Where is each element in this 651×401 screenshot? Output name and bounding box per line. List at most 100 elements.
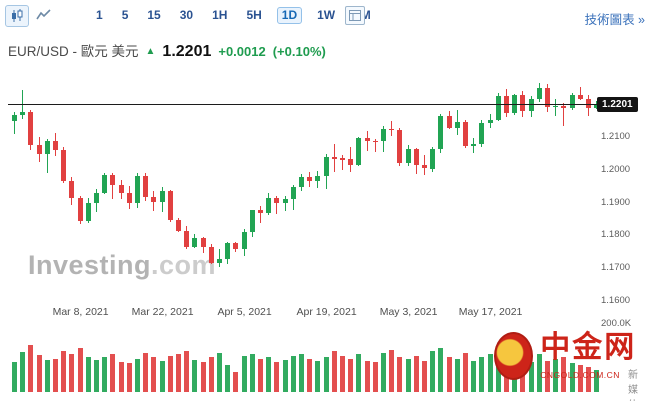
volume-bar [274,362,280,392]
volume-axis-label: 200.0K [601,318,632,329]
volume-bar [397,357,403,392]
volume-bar [77,347,83,392]
candle-body [290,186,296,200]
candle-body [340,158,345,160]
candle-wick [219,248,220,267]
volume-bar [126,362,132,392]
candle-body [315,175,321,181]
candle-body [36,145,42,155]
candle-wick [276,195,278,214]
volume-bar [200,362,206,392]
candle-body [258,210,263,214]
timeframe-15[interactable]: 15 [147,8,161,22]
watermark-suffix: .com [151,250,217,280]
volume-bar [536,354,542,392]
candle-body [192,237,198,247]
timeframe-row: 1 5 15 30 1H 5H 1D 1W 1M [92,7,375,24]
volume-bar [545,361,550,392]
volume-bar [20,352,26,392]
candle-wick [46,138,48,173]
x-axis-label: Apr 19, 2021 [296,306,357,318]
candle-body [561,105,567,108]
x-axis-label: Mar 22, 2021 [131,306,194,318]
volume-bar [176,354,181,392]
volume-bar [208,357,214,392]
volume-bar [44,360,50,392]
candle-wick [284,196,286,212]
candlestick-icon[interactable] [5,5,29,27]
advanced-chart-icon[interactable] [345,6,365,25]
timeframe-1h[interactable]: 1H [212,8,228,22]
candle-body [553,105,559,108]
candle-body [356,138,362,165]
volume-bar [290,356,296,392]
volume-bar [159,361,165,392]
candle-wick [579,86,581,101]
y-axis-label: 1.1800 [601,229,631,241]
candle-body [446,116,452,128]
candle-body [61,150,67,181]
candle-body [225,242,231,259]
candle-body [520,95,526,111]
volume-bar [438,347,444,392]
cngold-logo-subline: CNGOLD.COM.CN 新 媒 体 [540,366,651,401]
volume-bar [446,357,452,392]
candle-body [28,112,34,146]
watermark-brand: Investing [28,250,152,280]
candle-body [397,129,403,164]
volume-bar [151,357,157,392]
volume-bar [85,356,91,392]
volume-bar [405,359,411,392]
pair-title: EUR/USD - 歐元 美元 [8,44,139,59]
candle-body [405,149,411,164]
timeframe-30[interactable]: 30 [179,8,194,22]
candle-wick [391,120,393,137]
volume-bar [184,351,190,392]
volume-bar [299,354,304,392]
volume-bar [569,363,575,392]
candle-body [94,193,99,203]
up-arrow-icon: ▲ [145,46,156,57]
line-chart-glyph [35,9,51,20]
timeframe-5h[interactable]: 5H [246,8,262,22]
timeframe-1d[interactable]: 1D [276,7,303,24]
volume-bar [217,352,222,392]
candle-body [331,157,337,159]
volume-bar [94,359,99,392]
candle-wick [374,138,376,152]
volume-bar [364,361,370,392]
volume-bar [110,354,116,392]
candle-body [479,122,485,144]
candle-body [69,180,75,198]
volume-bar [69,353,75,392]
candle-body [372,140,378,143]
timeframe-1w[interactable]: 1W [317,8,336,22]
candle-body [77,197,83,221]
candle-wick [563,102,565,127]
line-chart-icon[interactable] [32,5,54,25]
volume-bar [167,356,173,392]
y-axis-label: 1.2100 [601,131,631,143]
volume-bar [61,351,67,392]
candle-body [528,99,534,111]
candle-wick [366,131,368,152]
volume-bar [471,361,477,392]
volume-bar [102,357,108,392]
volume-bar [528,362,534,392]
volume-bar [340,356,345,392]
cngold-domain: CNGOLD.COM.CN [540,370,620,380]
candle-body [430,148,436,169]
timeframe-5[interactable]: 5 [121,8,129,22]
volume-bar [233,372,239,392]
cngold-logo-texts: 中金网 CNGOLD.COM.CN 新 媒 体 [540,332,651,401]
volume-bar [389,349,395,392]
volume-bar [143,352,149,392]
volume-bar [135,359,140,392]
candle-body [471,143,477,147]
timeframe-1[interactable]: 1 [96,8,103,22]
volume-bar [487,354,493,392]
instrument-header: EUR/USD - 歐元 美元 ▲ 1.2201 +0.0012 (+0.10%… [8,40,326,61]
current-price-line [8,104,598,105]
candle-wick [424,154,425,175]
technical-chart-link[interactable]: 技術圖表 » [584,13,645,27]
